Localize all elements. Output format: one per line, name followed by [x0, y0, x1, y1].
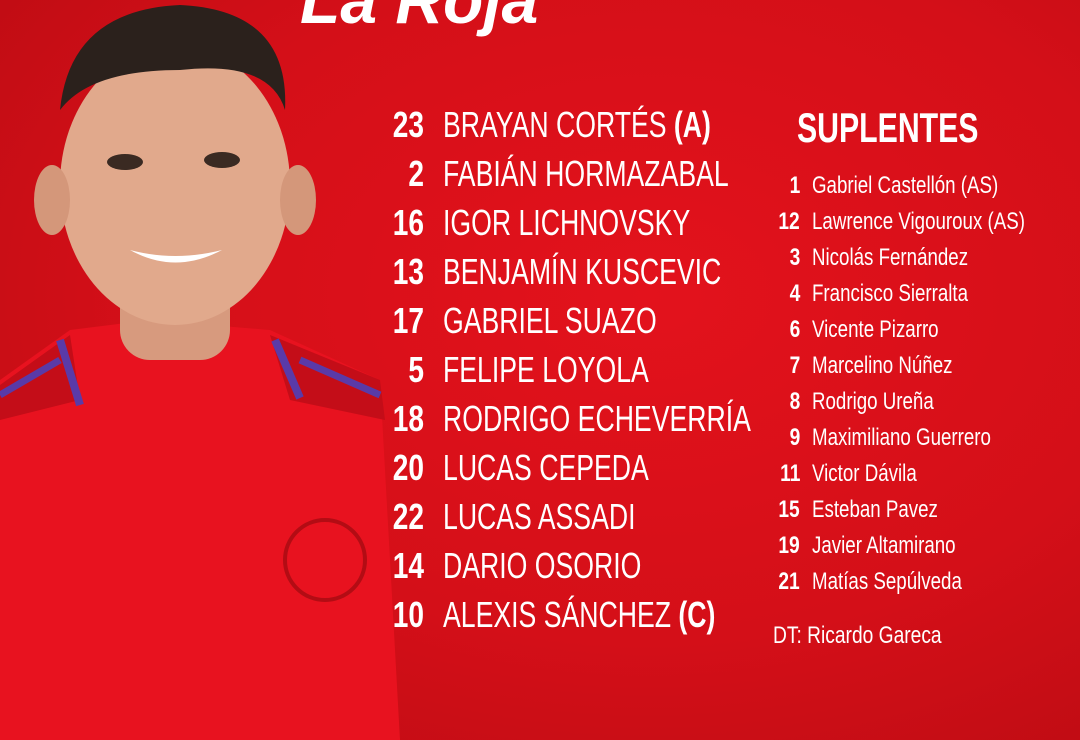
player-name: Rodrigo Ureña	[812, 388, 934, 415]
player-name: Matías Sepúlveda	[812, 568, 962, 595]
player-tag: (C)	[678, 594, 716, 635]
substitute-row: 9 Maximiliano Guerrero	[740, 424, 1070, 454]
substitute-row: 21 Matías Sepúlveda	[740, 568, 1070, 598]
player-number: 10	[392, 594, 424, 635]
player-name-line: RODRIGO ECHEVERRÍA	[443, 398, 751, 440]
player-name-line: LUCAS CEPEDA	[443, 447, 649, 489]
player-name: FELIPE LOYOLA	[443, 349, 649, 390]
player-number: 9	[789, 424, 800, 451]
player-name: Victor Dávila	[812, 460, 917, 487]
player-name: FABIÁN HORMAZABAL	[443, 153, 729, 194]
starter-row: 14 DARIO OSORIO	[380, 545, 780, 589]
player-name: Marcelino Núñez	[812, 352, 953, 379]
starter-row: 16 IGOR LICHNOVSKY	[380, 202, 780, 246]
substitute-row: 7 Marcelino Núñez	[740, 352, 1070, 382]
player-tag: (A)	[673, 104, 711, 145]
player-name: BRAYAN CORTÉS	[443, 104, 667, 145]
starter-row: 2 FABIÁN HORMAZABAL	[380, 153, 780, 197]
player-name-line: FABIÁN HORMAZABAL	[443, 153, 729, 195]
player-number: 20	[392, 447, 424, 488]
player-number: 7	[789, 352, 800, 379]
player-name: Vicente Pizarro	[812, 316, 939, 343]
player-name-line: BENJAMÍN KUSCEVIC	[443, 251, 721, 293]
player-number: 12	[778, 208, 800, 235]
player-name: LUCAS ASSADI	[443, 496, 636, 537]
player-name: DARIO OSORIO	[443, 545, 642, 586]
player-name-line: LUCAS ASSADI	[443, 496, 635, 538]
player-name: GABRIEL SUAZO	[443, 300, 657, 341]
player-number: 17	[392, 300, 424, 341]
starter-row: 13 BENJAMÍN KUSCEVIC	[380, 251, 780, 295]
player-name: Maximiliano Guerrero	[812, 424, 991, 451]
substitute-row: 1 Gabriel Castellón (AS)	[740, 172, 1070, 202]
player-name: IGOR LICHNOVSKY	[443, 202, 691, 243]
starter-row: 23 BRAYAN CORTÉS (A)	[380, 104, 780, 148]
player-name: BENJAMÍN KUSCEVIC	[443, 251, 722, 292]
player-name: LUCAS CEPEDA	[443, 447, 649, 488]
player-number: 13	[392, 251, 424, 292]
player-number: 3	[789, 244, 800, 271]
player-name-line: FELIPE LOYOLA	[443, 349, 649, 391]
substitute-row: 8 Rodrigo Ureña	[740, 388, 1070, 418]
player-name-line: DARIO OSORIO	[443, 545, 641, 587]
player-name-line: BRAYAN CORTÉS (A)	[443, 104, 711, 146]
player-number: 14	[392, 545, 424, 586]
player-name: ALEXIS SÁNCHEZ	[443, 594, 671, 635]
substitutes-title: SUPLENTES	[797, 104, 979, 151]
starter-row: 20 LUCAS CEPEDA	[380, 447, 780, 491]
player-name: Esteban Pavez	[812, 496, 938, 523]
player-photo	[0, 5, 400, 740]
player-name-line: GABRIEL SUAZO	[443, 300, 657, 342]
coach: DT: Ricardo Gareca	[773, 622, 942, 649]
substitute-row: 15 Esteban Pavez	[740, 496, 1070, 526]
player-number: 16	[392, 202, 424, 243]
starter-row: 17 GABRIEL SUAZO	[380, 300, 780, 344]
player-name: Gabriel Castellón (AS)	[812, 172, 999, 199]
player-name: Francisco Sierralta	[812, 280, 969, 307]
player-number: 21	[778, 568, 800, 595]
player-name: Lawrence Vigouroux (AS)	[812, 208, 1025, 235]
player-number: 4	[789, 280, 800, 307]
player-name-line: IGOR LICHNOVSKY	[443, 202, 690, 244]
substitute-row: 3 Nicolás Fernández	[740, 244, 1070, 274]
substitute-row: 11 Victor Dávila	[740, 460, 1070, 490]
player-name: Nicolás Fernández	[812, 244, 969, 271]
player-number: 11	[779, 460, 800, 487]
player-name: RODRIGO ECHEVERRÍA	[443, 398, 751, 439]
title: La Roja	[300, 0, 539, 37]
player-number: 2	[408, 153, 424, 194]
substitute-row: 19 Javier Altamirano	[740, 532, 1070, 562]
substitute-row: 12 Lawrence Vigouroux (AS)	[740, 208, 1070, 238]
player-number: 23	[392, 104, 424, 145]
starter-row: 18 RODRIGO ECHEVERRÍA	[380, 398, 780, 442]
substitute-row: 4 Francisco Sierralta	[740, 280, 1070, 310]
player-number: 15	[778, 496, 800, 523]
starter-row: 5 FELIPE LOYOLA	[380, 349, 780, 393]
player-number: 22	[392, 496, 424, 537]
starter-row: 22 LUCAS ASSADI	[380, 496, 780, 540]
player-name-line: ALEXIS SÁNCHEZ (C)	[443, 594, 715, 636]
player-number: 8	[789, 388, 800, 415]
player-name: Javier Altamirano	[812, 532, 956, 559]
starter-row: 10 ALEXIS SÁNCHEZ (C)	[380, 594, 780, 638]
player-number: 6	[789, 316, 800, 343]
player-number: 19	[778, 532, 800, 559]
substitute-row: 6 Vicente Pizarro	[740, 316, 1070, 346]
player-number: 18	[392, 398, 424, 439]
player-number: 5	[408, 349, 424, 390]
player-number: 1	[789, 172, 800, 199]
